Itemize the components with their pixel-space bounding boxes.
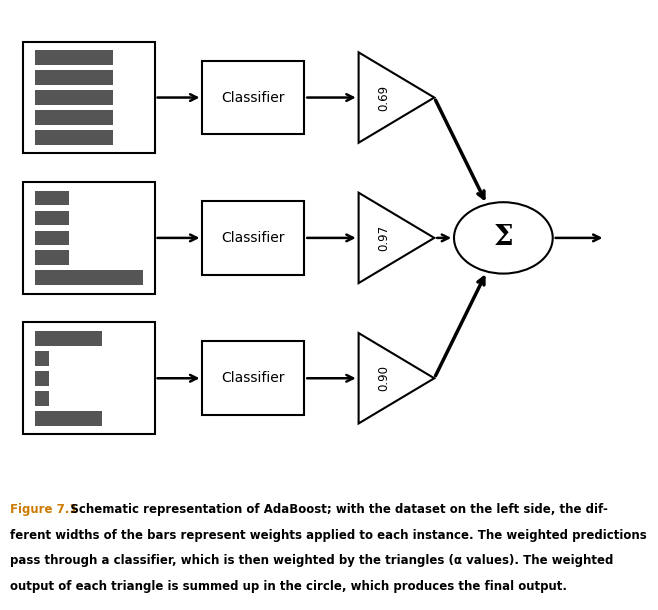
Polygon shape: [359, 52, 434, 143]
Bar: [35, 70, 113, 85]
Text: Classifier: Classifier: [222, 231, 285, 245]
Text: 0.90: 0.90: [377, 365, 390, 391]
Bar: [35, 110, 113, 125]
Bar: [23, 322, 155, 434]
Bar: [35, 251, 69, 265]
Bar: [203, 201, 305, 274]
Bar: [35, 270, 143, 285]
Text: Classifier: Classifier: [222, 90, 285, 104]
Bar: [35, 50, 113, 65]
Text: ferent widths of the bars represent weights applied to each instance. The weight: ferent widths of the bars represent weig…: [10, 529, 647, 542]
Bar: [35, 90, 113, 105]
Text: Classifier: Classifier: [222, 371, 285, 386]
Bar: [35, 210, 69, 225]
Bar: [203, 342, 305, 415]
Text: 0.69: 0.69: [377, 84, 390, 110]
Bar: [35, 371, 49, 386]
Text: Schematic representation of AdaBoost; with the dataset on the left side, the dif: Schematic representation of AdaBoost; wi…: [58, 503, 608, 516]
Polygon shape: [359, 193, 434, 283]
Bar: [35, 411, 102, 426]
Text: output of each triangle is summed up in the circle, which produces the final out: output of each triangle is summed up in …: [10, 580, 567, 593]
Bar: [35, 231, 69, 245]
Bar: [35, 391, 49, 406]
Bar: [23, 182, 155, 294]
Text: 0.97: 0.97: [377, 225, 390, 251]
Polygon shape: [359, 333, 434, 423]
Text: Figure 7.1: Figure 7.1: [10, 503, 78, 516]
Text: pass through a classifier, which is then weighted by the triangles (α values). T: pass through a classifier, which is then…: [10, 554, 613, 567]
Bar: [35, 351, 49, 365]
Text: Σ: Σ: [494, 224, 513, 251]
Bar: [35, 331, 102, 346]
Bar: [23, 41, 155, 154]
Circle shape: [454, 202, 553, 273]
Bar: [203, 60, 305, 134]
Bar: [35, 130, 113, 145]
Bar: [35, 190, 69, 206]
